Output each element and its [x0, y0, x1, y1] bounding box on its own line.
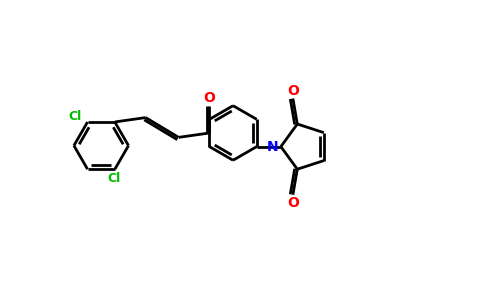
- Text: N: N: [266, 140, 278, 154]
- Text: Cl: Cl: [107, 172, 121, 185]
- Text: Cl: Cl: [69, 110, 82, 123]
- Text: O: O: [287, 84, 299, 98]
- Text: O: O: [287, 196, 299, 210]
- Text: O: O: [203, 91, 215, 105]
